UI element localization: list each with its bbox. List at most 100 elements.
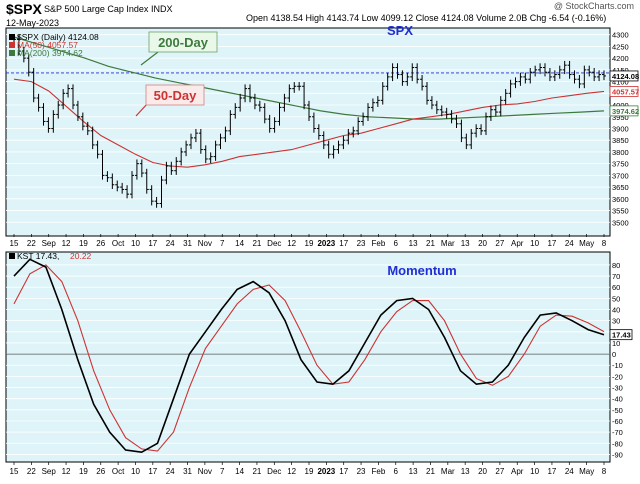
x-axis-bottom-tick-label: 19 [79,467,88,476]
x-axis-bottom-tick-label: 2023 [317,467,335,476]
annotation-50-day-label: 50-Day [154,88,197,103]
x-axis-top-tick-label: Nov [198,239,212,248]
ohlc-bar [557,65,562,79]
ohlc-bar [213,140,218,161]
legend-swatch-kst [9,253,15,259]
x-axis-top-tick-label: 21 [426,239,435,248]
x-axis-bottom-tick-label: Mar [441,467,455,476]
price-y-tick-label: 3850 [612,136,629,145]
momentum-y-tick-label: 40 [612,306,620,315]
ohlc-bar [454,114,459,129]
momentum-y-tick-label: -50 [612,406,623,415]
x-axis-bottom-tick-label: 8 [602,467,607,476]
ohlc-bar [464,133,469,150]
ohlc-bar [400,70,405,86]
momentum-y-ticks: -90-80-70-60-50-40-30-20-100102030405060… [612,261,623,460]
momentum-legend: KST 17.43, 20.22 [9,251,92,261]
x-axis-bottom-tick-label: 31 [183,467,192,476]
ohlc-bar [488,105,493,121]
price-y-tick-label: 4250 [612,42,629,51]
x-axis-bottom-tick-label: 19 [305,467,314,476]
ohlc-bar [562,60,567,75]
ohlc-bar [331,145,336,159]
x-axis-top-tick-label: 8 [602,239,607,248]
x-axis-top-tick-label: 24 [565,239,574,248]
momentum-y-tick-label: -40 [612,395,623,404]
kst-signal-line [13,264,605,452]
ohlc-bar [115,180,120,192]
chart-date: 12-May-2023 [6,18,59,28]
ma50-line [13,78,605,168]
ohlc-bar [479,124,484,136]
price-value-tag-box [609,86,639,97]
ohlc-bar [572,70,577,84]
ohlc-bar [31,67,36,103]
legend-swatch-ma200 [9,50,15,56]
x-axis-bottom-tick-label: 23 [357,467,366,476]
ohlc-bar [46,117,51,133]
ohlc-bar [341,135,346,150]
ohlc-bar [380,82,385,105]
momentum-y-tick-label: -10 [612,361,623,370]
legend-kst-signal: 20.22 [70,251,92,261]
ohlc-bar [459,119,464,143]
x-axis-top-tick-label: 19 [305,239,314,248]
x-axis-bottom-tick-label: 21 [252,467,261,476]
x-axis-bottom-tick-label: 12 [287,467,296,476]
price-y-tick-label: 4300 [612,31,629,40]
ohlc-bar [351,126,356,138]
x-axis-bottom-tick-label: 17 [547,467,556,476]
price-value-tag: 3974.62 [612,107,639,116]
ohlc-bar [56,100,61,119]
price-y-tick-label: 3950 [612,113,629,122]
x-axis-top-tick-label: 2023 [317,239,335,248]
ohlc-bar [582,65,587,89]
ohlc-bar [184,140,189,157]
ohlc-bar [523,72,528,84]
momentum-value-tag: 17.43 [612,331,631,340]
x-axis-bottom-tick-label: Feb [372,467,386,476]
ohlc-bar [139,159,144,178]
x-axis-top-tick-label: 17 [547,239,556,248]
ohlc-bar [203,145,208,164]
x-axis-bottom-tick-label: Oct [112,467,125,476]
price-y-ticks: 3500 3550 3600 3650 3700 3750 3800 3850 3900 3950… [612,31,629,228]
ohlc-bar [248,84,252,103]
ohlc-bar [75,100,80,121]
x-axis-top-tick-label: Dec [267,239,281,248]
annotation-200-day-arrow [140,51,159,66]
ohlc-bar [346,128,351,145]
x-axis-bottom-tick-label: 24 [565,467,574,476]
ohlc-bar [302,82,307,110]
ohlc-bar [125,185,130,199]
ohlc-bar [533,65,538,77]
x-axis-bottom-tick-label: 21 [426,467,435,476]
ohlc-bar [493,105,498,117]
chart-symbol-name: S&P 500 Large Cap Index [44,4,149,14]
ohlc-bar [474,124,479,138]
x-axis-bottom-tick-label: 10 [131,467,140,476]
x-axis-top-tick-label: 27 [495,239,504,248]
x-axis-top-tick-label: 10 [530,239,539,248]
ohlc-bar [513,77,518,89]
ohlc-bar [267,114,272,133]
x-axis-bottom-tick-label: 22 [27,467,36,476]
legend-swatch-spx [9,34,15,40]
x-axis-top-tick-label: 13 [461,239,470,248]
momentum-y-tick-label: 0 [612,350,616,359]
ohlc-bar [543,63,547,77]
momentum-y-tick-label: 50 [612,294,620,303]
x-axis-top-tick-label: 13 [409,239,418,248]
x-axis-top-tick-label: Feb [372,239,386,248]
x-axis-top-tick-label: 12 [287,239,296,248]
price-grid [6,34,610,223]
ohlc-bar [105,171,110,182]
x-axis-top-tick-label: 21 [252,239,261,248]
ohlc-bar [198,128,203,154]
ohlc-bar [154,196,159,208]
ohlc-bar [164,161,169,185]
momentum-y-tick-label: -30 [612,384,623,393]
x-axis-bottom-tick-label: 12 [62,467,71,476]
ohlc-bar [425,82,429,105]
x-axis-bottom-tick-label: 17 [148,467,157,476]
